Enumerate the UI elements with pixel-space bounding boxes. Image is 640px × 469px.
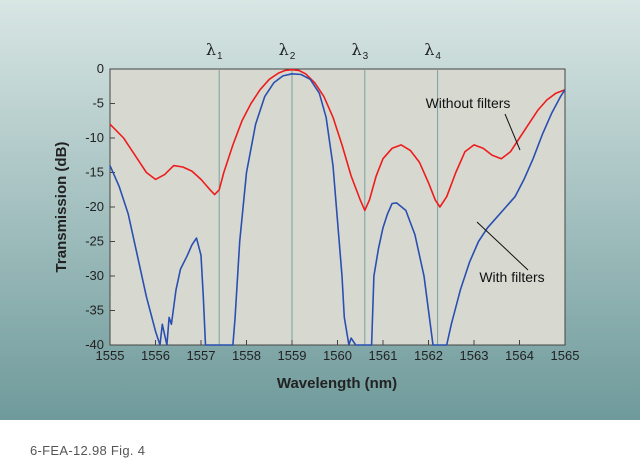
y-tick-label: -20 [85,199,104,214]
x-tick-label: 1559 [278,348,307,363]
y-tick-label: -15 [85,165,104,180]
y-tick-label: -10 [85,130,104,145]
annotation-leader-with [476,221,529,271]
x-axis-title: Wavelength (nm) [277,375,397,392]
y-tick-label: -35 [85,303,104,318]
annotation-with: With filters [479,269,544,285]
x-tick-label: 1563 [460,348,489,363]
figure-panel: λ1 λ2 λ3 λ4 1555 1556 1557 1558 1559 1560 1561 156… [0,0,640,420]
series-line-with [109,73,566,346]
x-tick-label: 1555 [96,348,125,363]
y-tick-label: -5 [92,96,104,111]
plot-area [109,68,566,346]
y-tick-label: -30 [85,268,104,283]
x-tick-label: 1558 [232,348,261,363]
y-tick-label: -40 [85,337,104,352]
x-tick-label: 1565 [551,348,580,363]
x-tick-label: 1557 [187,348,216,363]
x-tick-label: 1564 [505,348,534,363]
transmission-chart: λ1 λ2 λ3 λ4 1555 1556 1557 1558 1559 1560 1561 156… [0,0,640,420]
y-tick-label: 0 [97,61,104,76]
figure-caption: 6-FEA-12.98 Fig. 4 [30,443,146,458]
y-tick-label: -25 [85,234,104,249]
series-line-without [109,68,566,212]
x-tick-label: 1556 [141,348,170,363]
annotation-without: Without filters [426,95,511,111]
x-tick-label: 1561 [369,348,398,363]
annotation-leader-without [504,113,521,151]
y-axis-title: Transmission (dB) [53,142,70,273]
x-tick-label: 1560 [323,348,352,363]
x-tick-label: 1562 [414,348,443,363]
